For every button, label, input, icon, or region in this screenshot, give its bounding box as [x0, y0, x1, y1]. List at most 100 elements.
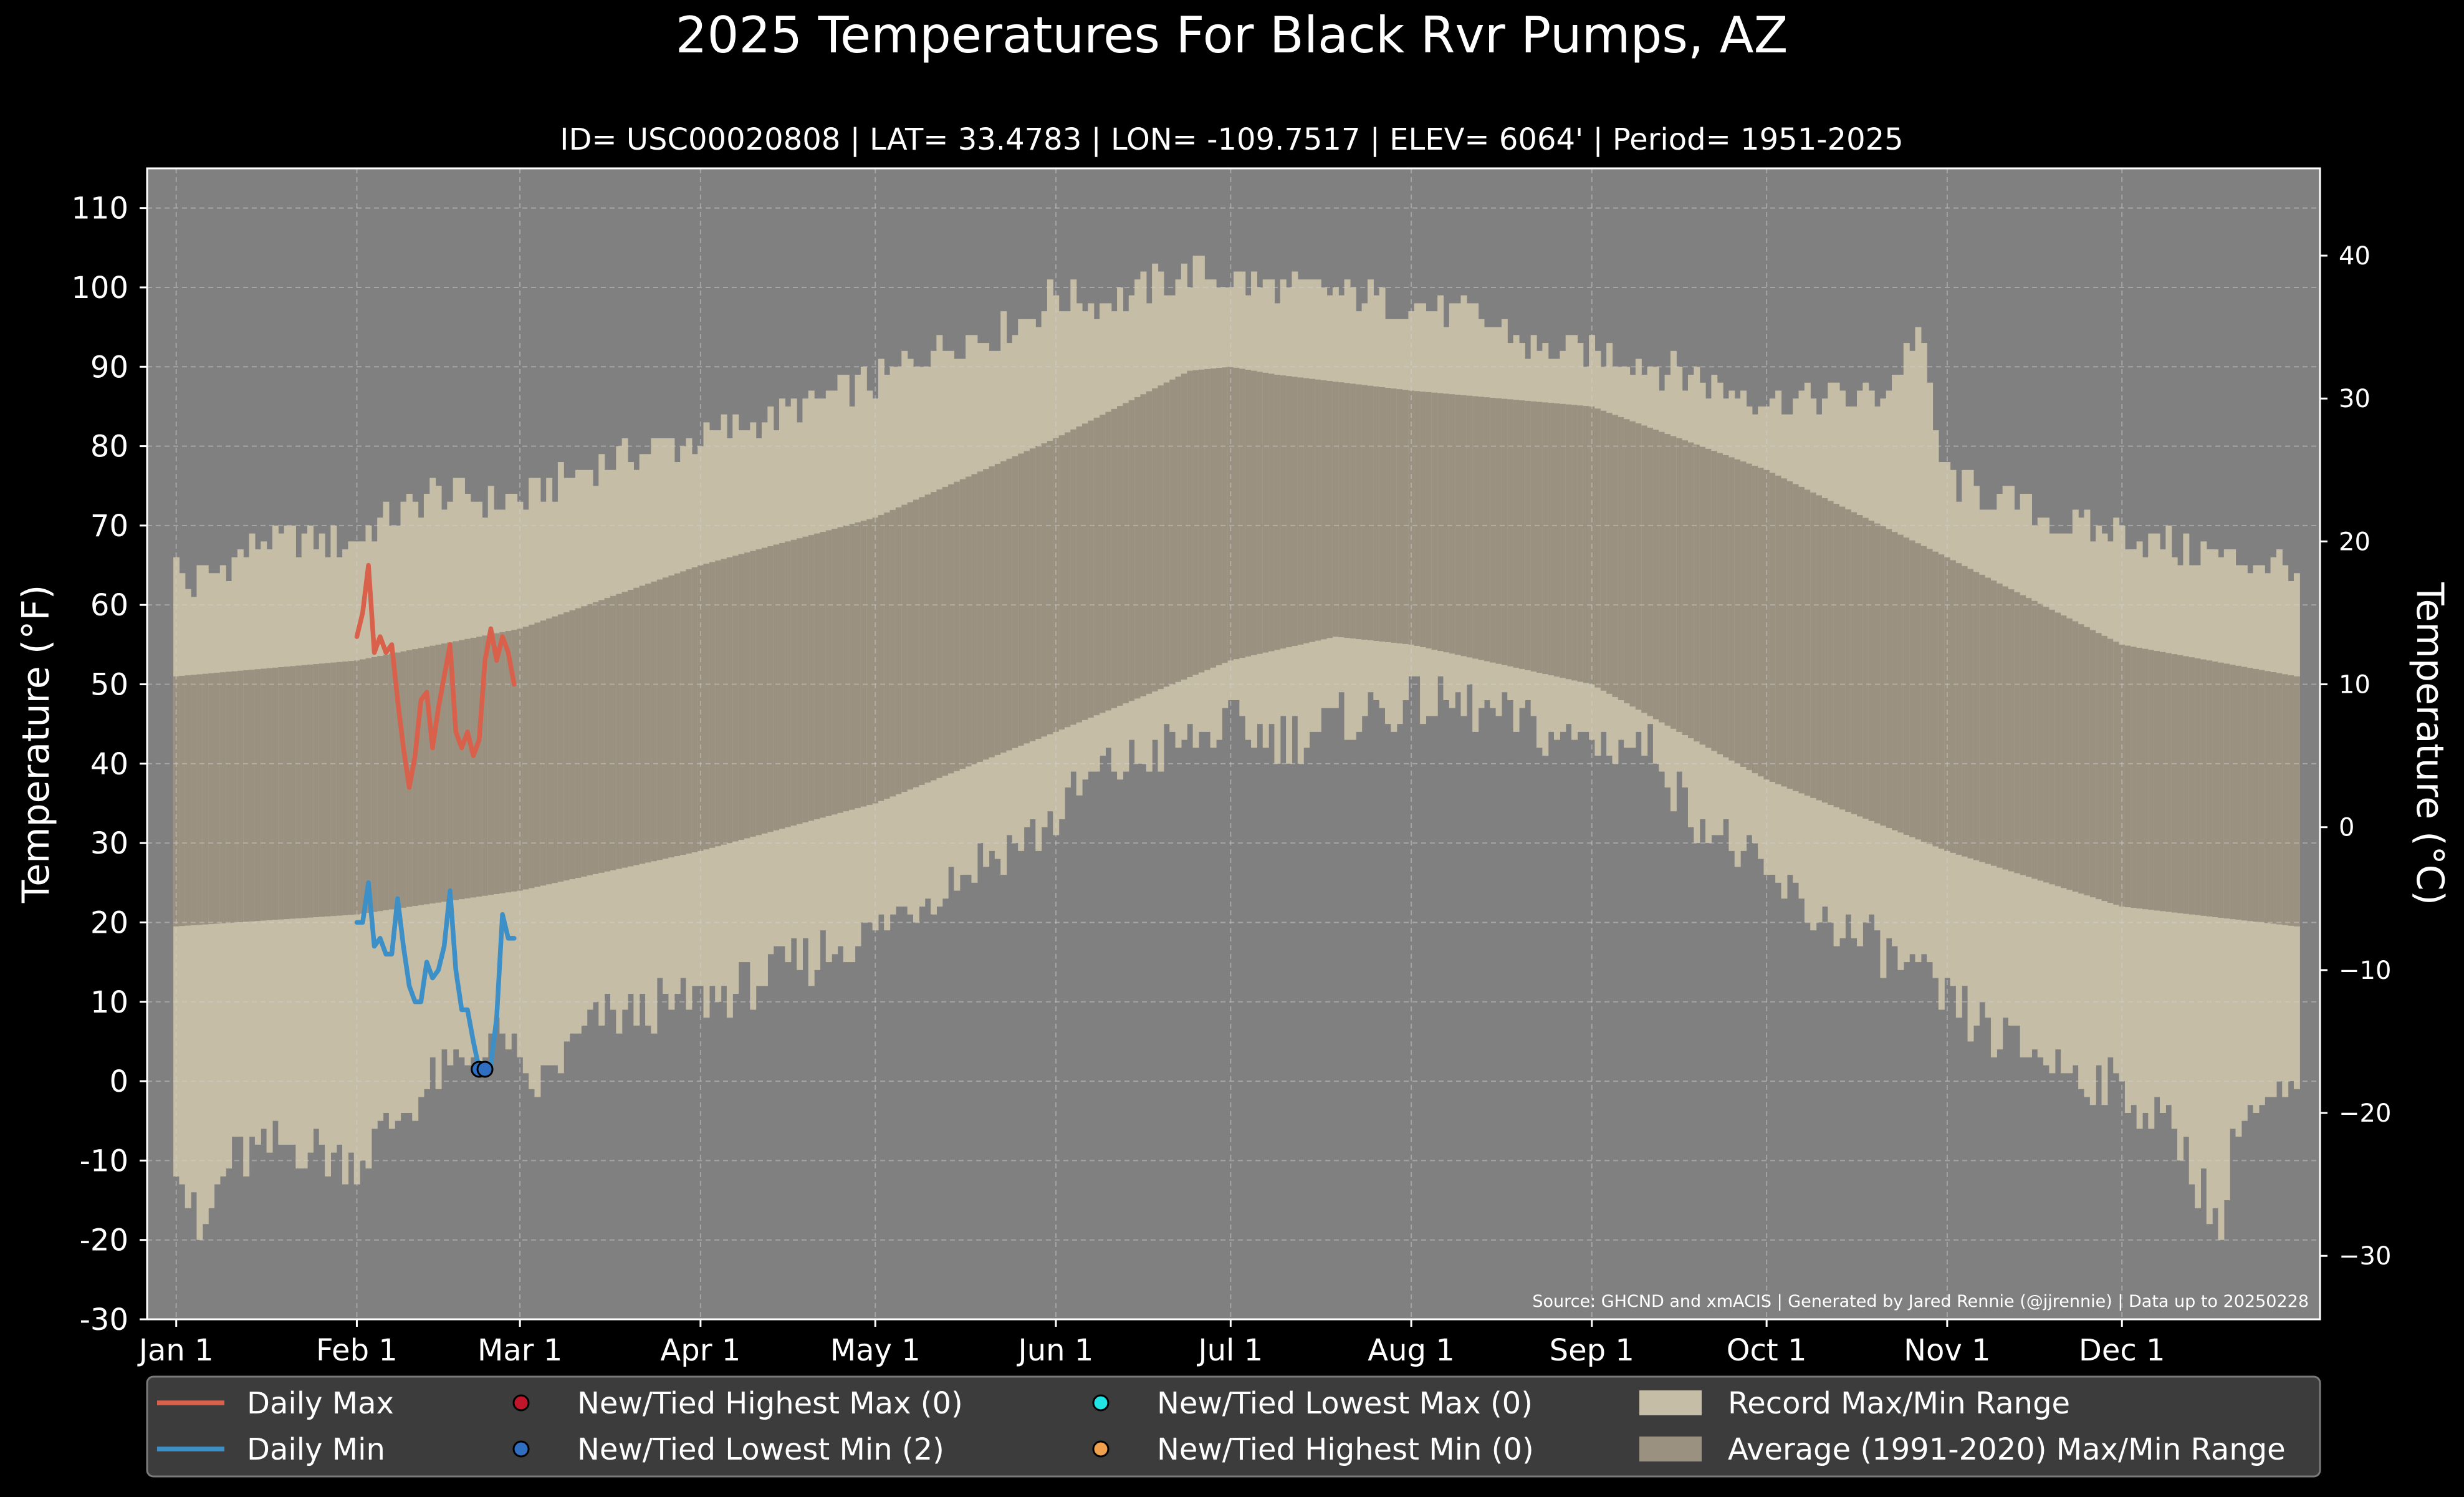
- normal-range-bar: [534, 622, 541, 887]
- normal-range-bar: [1367, 385, 1374, 641]
- normal-range-bar: [1356, 384, 1363, 640]
- normal-range-bar: [295, 665, 302, 918]
- normal-range-bar: [1821, 498, 1828, 803]
- normal-range-bar: [1857, 515, 1863, 817]
- normal-range-bar: [1088, 420, 1095, 718]
- normal-range-bar: [1414, 391, 1421, 646]
- normal-range-bar: [1711, 451, 1718, 751]
- normal-range-bar: [459, 640, 465, 900]
- chart-title: 2025 Temperatures For Black Rvr Pumps, A…: [676, 6, 1788, 64]
- series-lines: [354, 562, 517, 1078]
- normal-range-bar: [2043, 607, 2050, 883]
- normal-range-bar: [499, 632, 506, 893]
- y-tick-label: 50: [90, 668, 128, 703]
- normal-range-bar: [1460, 395, 1467, 657]
- normal-range-bar: [1175, 377, 1182, 682]
- normal-range-bar: [2026, 598, 2032, 877]
- normal-range-bar: [1443, 393, 1450, 653]
- normal-range-bar: [1920, 546, 1927, 842]
- normal-range-bar: [1932, 551, 1939, 847]
- normal-range-bar: [1338, 382, 1345, 638]
- normal-range-bar: [342, 661, 349, 915]
- normal-range-bar: [2096, 633, 2102, 900]
- normal-range-bar: [1804, 489, 1811, 796]
- source-note: Source: GHCND and xmACIS | Generated by …: [1532, 1292, 2309, 1311]
- x-tick-label: Jun 1: [1017, 1333, 1094, 1368]
- normal-range-bar: [540, 620, 547, 886]
- normal-range-bar: [924, 494, 931, 783]
- legend-item-label: Daily Min: [247, 1432, 385, 1467]
- normal-range-bar: [219, 672, 226, 923]
- range-bars: [173, 256, 2300, 1240]
- normal-range-bar: [1886, 529, 1892, 828]
- normal-range-bar: [557, 614, 564, 882]
- normal-range-bar: [552, 616, 558, 883]
- normal-range-bar: [1816, 495, 1823, 801]
- normal-range-bar: [2253, 668, 2260, 922]
- normal-range-bar: [1309, 378, 1316, 642]
- normal-range-bar: [2061, 615, 2068, 888]
- normal-range-bar: [1140, 394, 1147, 696]
- normal-range-bar: [779, 542, 785, 829]
- normal-range-bar: [895, 507, 902, 794]
- normal-range-bar: [913, 499, 919, 787]
- normal-range-bar: [487, 634, 494, 895]
- normal-range-bar: [1495, 398, 1502, 664]
- normal-range-bar: [1862, 517, 1869, 819]
- normal-range-bar: [196, 674, 203, 925]
- normal-range-bar: [1262, 372, 1269, 653]
- normal-range-bar: [266, 668, 273, 920]
- normal-range-bar: [1507, 399, 1514, 667]
- normal-range-bar: [663, 577, 669, 859]
- normal-range-bar: [1326, 380, 1333, 638]
- normal-range-bar: [977, 471, 984, 762]
- normal-range-bar: [1478, 397, 1485, 660]
- y-tick-label: 110: [71, 191, 128, 226]
- y2-tick-label: −30: [2339, 1242, 2391, 1271]
- normal-range-bar: [1152, 388, 1159, 691]
- normal-range-bar: [360, 659, 367, 914]
- y-tick-label: 100: [71, 271, 128, 306]
- normal-range-bar: [942, 486, 949, 776]
- normal-range-bar: [592, 602, 599, 874]
- normal-range-bar: [2206, 660, 2213, 917]
- normal-range-bar: [1892, 532, 1899, 830]
- legend-item-label: Record Max/Min Range: [1728, 1386, 2070, 1421]
- normal-range-bar: [1035, 446, 1042, 739]
- normal-range-bar: [1408, 390, 1415, 645]
- legend-marker-swatch: [1092, 1394, 1110, 1412]
- normal-range-bar: [494, 633, 501, 894]
- normal-range-bar: [1134, 397, 1141, 699]
- normal-range-bar: [400, 651, 407, 908]
- normal-range-bar: [1449, 394, 1455, 654]
- normal-range-bar: [860, 521, 867, 807]
- normal-range-bar: [2212, 662, 2219, 917]
- normal-range-bar: [1518, 400, 1525, 669]
- normal-range-bar: [307, 664, 314, 918]
- normal-range-bar: [529, 624, 535, 888]
- normal-range-bar: [907, 502, 914, 790]
- normal-range-bar: [1268, 373, 1275, 652]
- x-tick-label: Jan 1: [137, 1333, 214, 1368]
- normal-range-bar: [2270, 672, 2277, 924]
- x-tick-label: Feb 1: [316, 1333, 398, 1368]
- normal-range-bar: [726, 557, 733, 844]
- y-axis-label: Temperature (°F): [14, 585, 58, 903]
- normal-range-bar: [2136, 647, 2143, 909]
- normal-range-bar: [243, 670, 250, 922]
- y-tick-label: 80: [90, 430, 128, 465]
- normal-range-bar: [1053, 438, 1060, 732]
- normal-range-bar: [1012, 456, 1019, 748]
- normal-range-bar: [2293, 676, 2300, 927]
- normal-range-bar: [843, 525, 850, 812]
- normal-range-bar: [179, 675, 186, 927]
- normal-range-bar: [1763, 469, 1770, 780]
- normal-range-bar: [668, 575, 675, 858]
- normal-range-bar: [1315, 379, 1321, 641]
- normal-range-bar: [686, 569, 693, 854]
- normal-range-bar: [901, 504, 908, 792]
- y2-tick-label: −10: [2339, 956, 2391, 985]
- normal-range-bar: [1985, 577, 1992, 864]
- y-tick-label: 60: [90, 588, 128, 623]
